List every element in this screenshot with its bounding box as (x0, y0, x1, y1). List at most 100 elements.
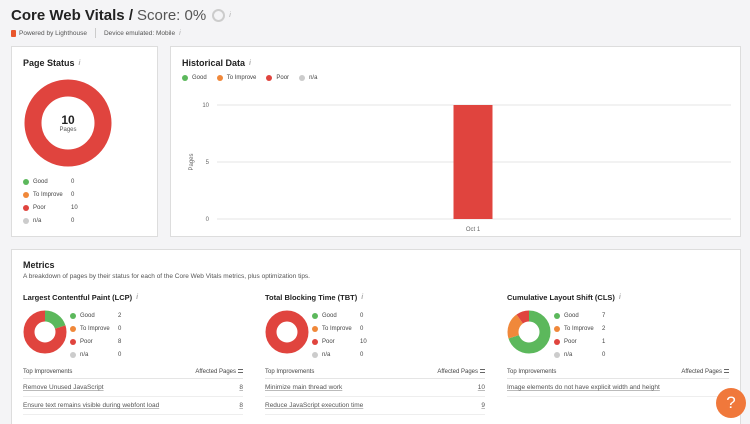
na-dot-icon (70, 351, 76, 358)
legend-label: To Improve (80, 325, 110, 332)
legend-value: 0 (118, 351, 122, 358)
metric-title-text: Total Blocking Time (TBT) (265, 293, 358, 302)
info-icon[interactable]: i (618, 294, 621, 301)
legend-label: Poor (80, 338, 93, 345)
sort-icon (480, 368, 485, 373)
legend-label: Poor (33, 204, 46, 211)
improvement-link[interactable]: Minimize main thread work (265, 384, 343, 391)
info-icon[interactable]: i (229, 11, 231, 19)
historical-title: Historical Data i (182, 58, 251, 68)
table-header: Top Improvements Affected Pages (507, 365, 729, 379)
legend-na: n/a 0 (554, 348, 622, 361)
info-icon[interactable]: i (179, 29, 181, 37)
page-header: Core Web Vitals / Score: 0% i (11, 4, 231, 26)
legend-poor: Poor 10 (23, 201, 91, 214)
col-top-improvements: Top Improvements (265, 368, 315, 375)
legend-good: Good 2 (70, 309, 138, 322)
legend-label: Good (33, 178, 48, 185)
legend-label: n/a (33, 217, 42, 224)
legend-label: Good (80, 312, 95, 319)
x-tick-label: Oct 1 (466, 227, 481, 233)
legend-label: Poor (564, 338, 577, 345)
improvement-link[interactable]: Reduce JavaScript execution time (265, 402, 364, 409)
legend-good: Good 0 (312, 309, 380, 322)
poor-segment (23, 310, 67, 354)
historical-legend: Good To Improve Poor n/a (182, 75, 317, 81)
sort-icon (238, 368, 243, 373)
info-icon[interactable]: i (249, 59, 251, 67)
metric-tbt: Total Blocking Time (TBT) i Good 0 To Impr… (265, 293, 485, 415)
historical-title-text: Historical Data (182, 58, 246, 68)
na-dot-icon (23, 217, 29, 224)
legend-label: Poor (322, 338, 335, 345)
legend-label: To Improve (33, 191, 63, 198)
affected-count[interactable]: 9 (481, 402, 485, 409)
legend-label: n/a (564, 351, 573, 358)
legend-improve: To Improve 0 (70, 322, 138, 335)
powered-by-text: Powered by Lighthouse (19, 29, 87, 37)
page-status-donut (24, 79, 112, 167)
table-row: Remove Unused JavaScript 8 (23, 379, 243, 397)
legend-value: 0 (71, 217, 75, 224)
tbt-donut (265, 310, 309, 354)
na-dot-icon (554, 351, 560, 358)
divider (94, 28, 96, 38)
metric-legend: Good 7 To Improve 2 Poor 1 n/a 0 (554, 309, 622, 361)
legend-label: Good (322, 312, 337, 319)
col-affected-label: Affected Pages (681, 368, 722, 375)
total-pages-label: Pages (59, 127, 77, 133)
affected-count[interactable]: 8 (239, 402, 243, 409)
legend-poor: Poor 1 (554, 335, 622, 348)
legend-label: n/a (309, 75, 318, 81)
info-icon[interactable]: i (361, 294, 364, 301)
sort-icon (724, 368, 729, 373)
legend-na[interactable]: n/a (299, 75, 317, 81)
legend-value: 0 (71, 178, 75, 185)
improvement-link[interactable]: Image elements do not have explicit widt… (507, 384, 660, 391)
metrics-card: Metrics A breakdown of pages by their st… (11, 249, 741, 424)
col-top-improvements: Top Improvements (23, 368, 73, 375)
legend-na: n/a 0 (312, 348, 380, 361)
table-row: Reduce JavaScript execution time 9 (265, 397, 485, 415)
page-status-legend: Good 0 To Improve 0 Poor 10 n/a 0 (23, 175, 91, 227)
na-dot-icon (312, 351, 318, 358)
poor-dot-icon (23, 204, 29, 211)
poor-segment (507, 310, 551, 354)
good-dot-icon (554, 312, 560, 319)
legend-value: 0 (360, 325, 364, 332)
col-affected-pages[interactable]: Affected Pages (195, 369, 243, 375)
improvement-link[interactable]: Remove Unused JavaScript (23, 384, 104, 391)
legend-value: 2 (602, 325, 606, 332)
improve-segment (507, 310, 551, 354)
col-affected-pages[interactable]: Affected Pages (437, 369, 485, 375)
legend-good[interactable]: Good (182, 75, 207, 81)
cls-donut (507, 310, 551, 354)
col-affected-pages[interactable]: Affected Pages (681, 369, 729, 375)
improve-dot-icon (554, 325, 560, 332)
poor-segment (24, 79, 112, 167)
improvement-link[interactable]: Ensure text remains visible during webfo… (23, 402, 160, 409)
legend-poor: Poor 10 (312, 335, 380, 348)
legend-poor[interactable]: Poor (266, 75, 289, 81)
affected-count[interactable]: 10 (477, 384, 485, 391)
table-row: Minimize main thread work 10 (265, 379, 485, 397)
legend-improve[interactable]: To Improve (216, 75, 256, 81)
score-circle-icon (212, 8, 226, 22)
metric-title: Largest Contentful Paint (LCP) i (23, 293, 243, 302)
bar-poor[interactable] (453, 105, 493, 219)
affected-count[interactable]: 8 (239, 384, 243, 391)
metric-legend: Good 0 To Improve 0 Poor 10 n/a 0 (312, 309, 380, 361)
legend-improve: To Improve 0 (23, 188, 91, 201)
page-status-title-text: Page Status (23, 58, 75, 68)
info-icon[interactable]: i (136, 294, 139, 301)
help-button[interactable]: ? (716, 388, 746, 418)
lcp-donut (23, 310, 67, 354)
poor-dot-icon (266, 75, 273, 81)
metric-title: Cumulative Layout Shift (CLS) i (507, 293, 729, 302)
info-icon[interactable]: i (78, 59, 81, 67)
improvements-table: Top Improvements Affected Pages Remove Un… (23, 365, 243, 415)
legend-label: n/a (322, 351, 331, 358)
col-top-improvements: Top Improvements (507, 368, 557, 375)
device-text: Device emulated: Mobile (103, 29, 176, 37)
legend-good: Good 7 (554, 309, 622, 322)
